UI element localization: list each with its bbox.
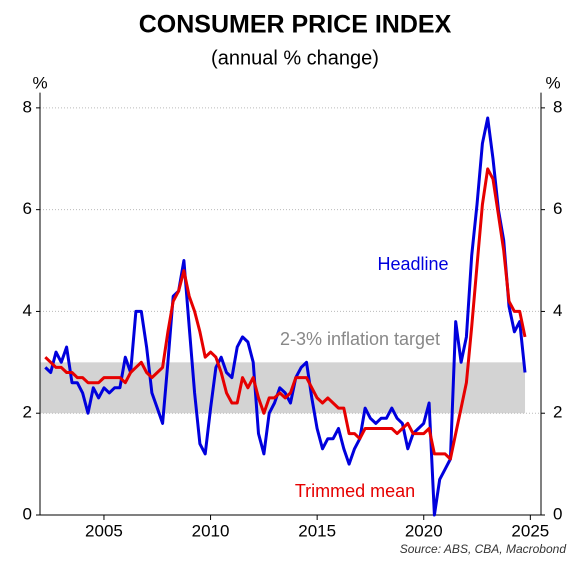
series-label: Headline: [377, 254, 448, 274]
y2-tick-label: 2: [553, 403, 562, 422]
y2-tick-label: 0: [553, 504, 562, 523]
chart-title: CONSUMER PRICE INDEX: [139, 11, 452, 39]
series-label: Trimmed mean: [295, 481, 415, 501]
x-tick-label: 2015: [298, 521, 336, 540]
line-series: [44, 116, 527, 517]
y2-tick-label: 4: [553, 301, 562, 320]
y-tick-label: 0: [23, 504, 32, 523]
x-tick-label: 2025: [511, 521, 549, 540]
y-tick-label: 2: [23, 403, 32, 422]
y-unit: %: [32, 73, 47, 92]
x-tick-label: 2020: [405, 521, 443, 540]
y-tick-label: 8: [23, 97, 32, 116]
y-tick-label: 6: [23, 199, 32, 218]
y2-tick-label: 6: [553, 199, 562, 218]
band-label: 2-3% inflation target: [280, 329, 440, 349]
y2-tick-label: 8: [553, 97, 562, 116]
source-note: Source: ABS, CBA, Macrobond: [400, 542, 567, 556]
x-tick-label: 2010: [192, 521, 230, 540]
line-series: [44, 167, 527, 461]
y2-unit: %: [545, 73, 560, 92]
y-tick-label: 4: [23, 301, 32, 320]
chart-subtitle: (annual % change): [211, 47, 379, 69]
x-tick-label: 2005: [85, 521, 123, 540]
